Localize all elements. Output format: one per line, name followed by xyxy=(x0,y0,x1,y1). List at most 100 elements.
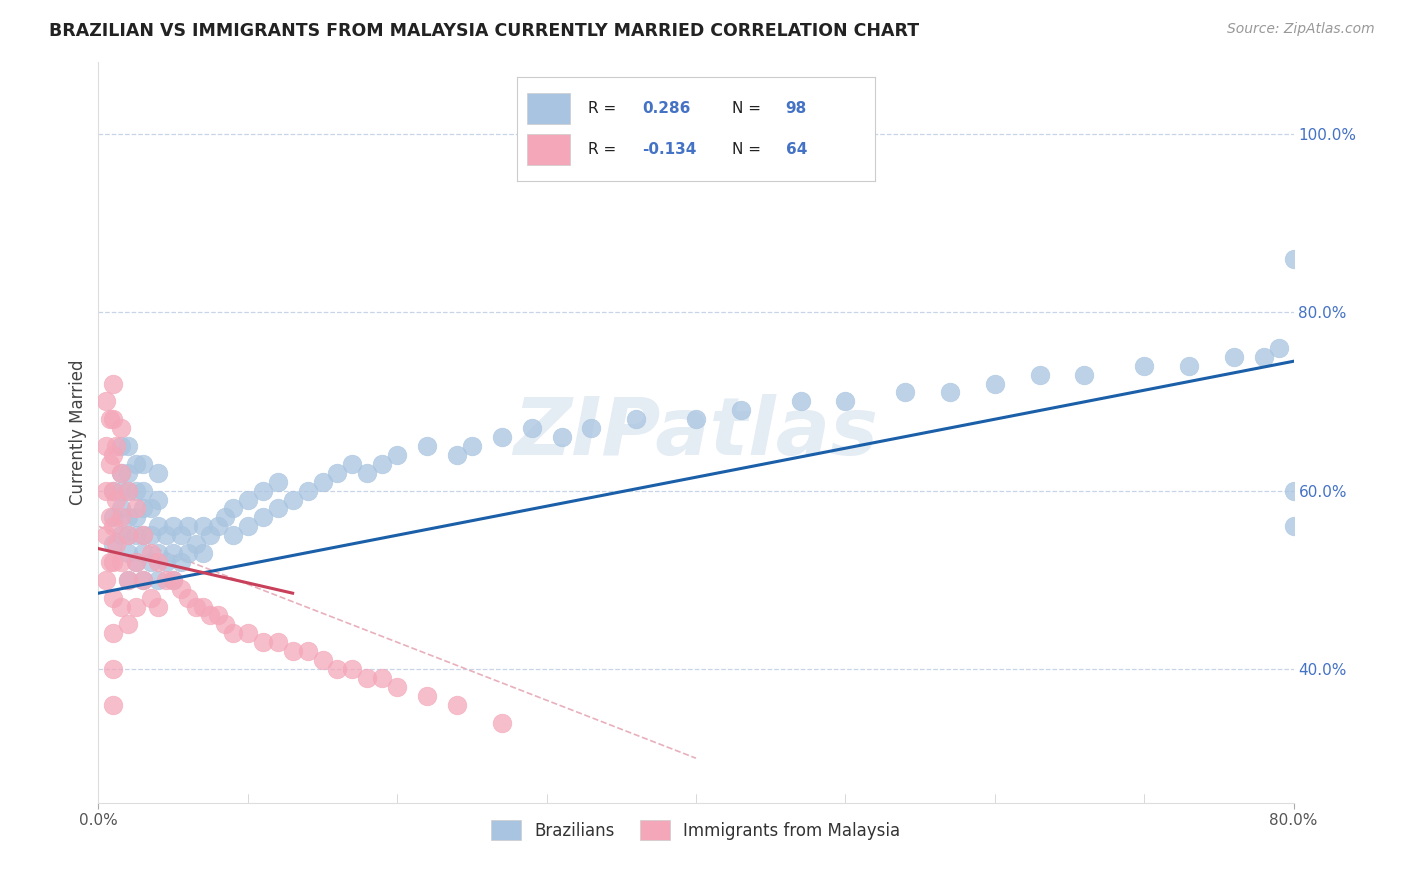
Text: ZIPatlas: ZIPatlas xyxy=(513,393,879,472)
Point xyxy=(117,546,139,560)
Point xyxy=(117,573,139,587)
Point xyxy=(110,483,132,498)
Point xyxy=(207,608,229,623)
Point xyxy=(520,421,543,435)
Point xyxy=(117,483,139,498)
Point xyxy=(1327,421,1350,435)
Point xyxy=(103,519,125,533)
Point xyxy=(191,546,214,560)
Point xyxy=(169,582,191,596)
Point xyxy=(103,537,125,551)
Point xyxy=(626,412,648,426)
Text: Source: ZipAtlas.com: Source: ZipAtlas.com xyxy=(1227,22,1375,37)
Point xyxy=(148,466,170,480)
Point xyxy=(1282,519,1305,533)
Point xyxy=(117,510,139,524)
Point xyxy=(1402,332,1406,346)
Point xyxy=(117,483,139,498)
Point xyxy=(1372,368,1395,382)
Point xyxy=(461,439,484,453)
Point xyxy=(267,475,290,489)
Point xyxy=(214,510,236,524)
Point xyxy=(311,475,333,489)
Point xyxy=(446,448,468,462)
Point xyxy=(139,591,162,605)
Point xyxy=(169,555,191,569)
Point xyxy=(94,483,117,498)
Point xyxy=(446,698,468,712)
Point xyxy=(162,573,184,587)
Point xyxy=(326,662,349,676)
Point xyxy=(105,439,128,453)
Point xyxy=(103,412,125,426)
Point xyxy=(326,466,349,480)
Point xyxy=(94,573,117,587)
Point xyxy=(94,439,117,453)
Point xyxy=(148,573,170,587)
Point xyxy=(200,528,222,542)
Point xyxy=(110,555,132,569)
Point xyxy=(222,528,245,542)
Point xyxy=(125,599,148,614)
Point xyxy=(984,376,1007,391)
Point xyxy=(222,501,245,516)
Point xyxy=(125,555,148,569)
Point xyxy=(105,537,128,551)
Point xyxy=(103,448,125,462)
Point xyxy=(155,555,177,569)
Point xyxy=(155,573,177,587)
Point xyxy=(132,457,155,471)
Point xyxy=(1253,350,1275,364)
Point xyxy=(117,617,139,632)
Point xyxy=(98,555,122,569)
Point xyxy=(148,599,170,614)
Point xyxy=(132,501,155,516)
Point xyxy=(281,644,304,658)
Point xyxy=(125,510,148,524)
Point xyxy=(103,698,125,712)
Point xyxy=(94,528,117,542)
Point xyxy=(236,519,259,533)
Point xyxy=(148,555,170,569)
Point xyxy=(1298,466,1320,480)
Point xyxy=(252,510,274,524)
Point xyxy=(385,448,409,462)
Point xyxy=(222,626,245,640)
Point xyxy=(177,519,200,533)
Point xyxy=(117,466,139,480)
Point xyxy=(371,457,394,471)
Point xyxy=(252,483,274,498)
Point xyxy=(139,501,162,516)
Point xyxy=(103,591,125,605)
Point xyxy=(177,546,200,560)
Point xyxy=(894,385,917,400)
Point xyxy=(385,680,409,694)
Point xyxy=(103,376,125,391)
Point xyxy=(139,528,162,542)
Point xyxy=(125,555,148,569)
Point xyxy=(117,573,139,587)
Point xyxy=(267,635,290,649)
Point xyxy=(207,519,229,533)
Point xyxy=(356,466,378,480)
Point xyxy=(169,528,191,542)
Legend: Brazilians, Immigrants from Malaysia: Brazilians, Immigrants from Malaysia xyxy=(485,814,907,847)
Point xyxy=(148,519,170,533)
Point xyxy=(132,483,155,498)
Point xyxy=(125,501,148,516)
Point xyxy=(1178,359,1201,373)
Point xyxy=(148,492,170,507)
Point xyxy=(267,501,290,516)
Point xyxy=(1282,483,1305,498)
Point xyxy=(1386,350,1406,364)
Point xyxy=(191,599,214,614)
Point xyxy=(342,457,364,471)
Point xyxy=(155,528,177,542)
Point xyxy=(110,466,132,480)
Point xyxy=(103,483,125,498)
Point xyxy=(371,671,394,685)
Point xyxy=(103,662,125,676)
Point xyxy=(103,626,125,640)
Point xyxy=(311,653,333,667)
Point xyxy=(789,394,811,409)
